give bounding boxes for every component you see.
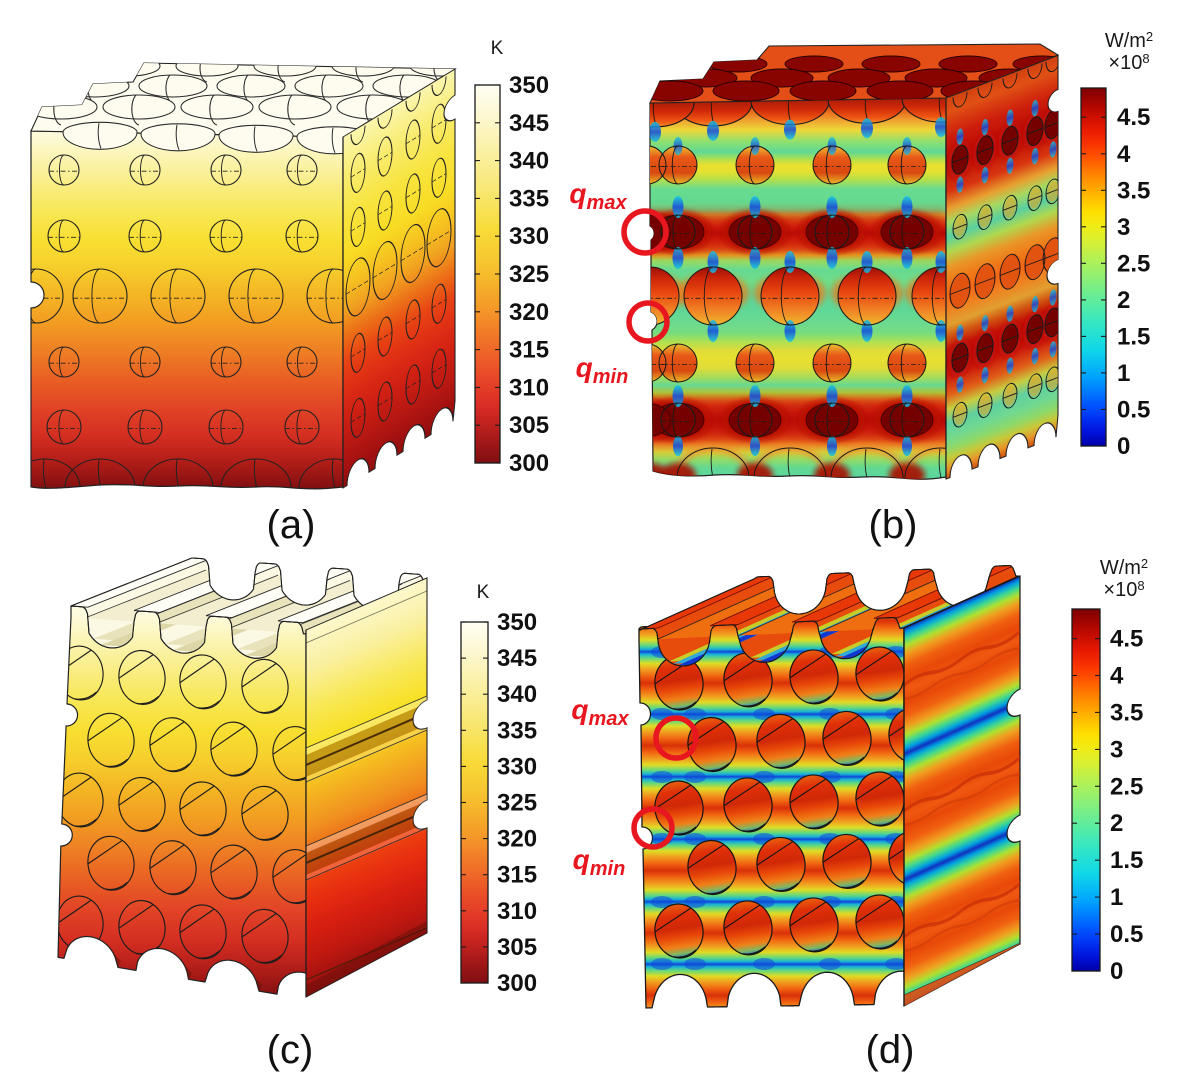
svg-text:1: 1 — [1117, 360, 1130, 387]
svg-text:300: 300 — [509, 450, 549, 477]
svg-text:310: 310 — [509, 374, 549, 401]
svg-text:315: 315 — [509, 337, 549, 364]
svg-text:320: 320 — [509, 299, 549, 326]
svg-text:×108: ×108 — [1108, 51, 1149, 74]
svg-text:(a): (a) — [267, 503, 316, 547]
svg-text:2: 2 — [1110, 810, 1123, 837]
svg-text:0.5: 0.5 — [1117, 397, 1150, 424]
svg-text:K: K — [477, 582, 490, 603]
svg-text:1.5: 1.5 — [1117, 323, 1150, 350]
svg-text:3.5: 3.5 — [1117, 177, 1150, 204]
svg-text:W/m2: W/m2 — [1100, 556, 1148, 579]
svg-text:305: 305 — [497, 934, 537, 961]
svg-text:2.5: 2.5 — [1117, 250, 1150, 277]
svg-text:K: K — [491, 38, 504, 59]
svg-text:qmax: qmax — [569, 178, 627, 214]
svg-text:(d): (d) — [866, 1028, 915, 1072]
svg-text:330: 330 — [509, 223, 549, 250]
svg-text:350: 350 — [497, 609, 537, 636]
svg-text:3.5: 3.5 — [1110, 699, 1143, 726]
svg-text:335: 335 — [509, 185, 549, 212]
svg-text:1: 1 — [1110, 884, 1123, 911]
svg-text:350: 350 — [509, 72, 549, 99]
svg-text:W/m2: W/m2 — [1105, 29, 1153, 52]
svg-text:320: 320 — [497, 826, 537, 853]
svg-text:325: 325 — [509, 261, 549, 288]
svg-text:315: 315 — [497, 862, 537, 889]
svg-text:3: 3 — [1117, 214, 1130, 241]
svg-text:(c): (c) — [267, 1028, 314, 1072]
svg-text:340: 340 — [497, 681, 537, 708]
svg-text:305: 305 — [509, 412, 549, 439]
svg-text:4: 4 — [1117, 141, 1131, 168]
svg-text:qmin: qmin — [576, 352, 629, 388]
svg-text:4.5: 4.5 — [1117, 104, 1150, 131]
svg-text:0: 0 — [1117, 433, 1130, 460]
svg-text:330: 330 — [497, 753, 537, 780]
svg-text:(b): (b) — [869, 503, 918, 547]
svg-text:345: 345 — [497, 645, 537, 672]
svg-text:×108: ×108 — [1103, 578, 1144, 601]
svg-text:1.5: 1.5 — [1110, 847, 1143, 874]
svg-text:310: 310 — [497, 898, 537, 925]
svg-text:4.5: 4.5 — [1110, 626, 1143, 653]
svg-text:qmax: qmax — [571, 694, 629, 730]
svg-text:335: 335 — [497, 717, 537, 744]
svg-text:4: 4 — [1110, 663, 1124, 690]
svg-text:2.5: 2.5 — [1110, 773, 1143, 800]
svg-text:2: 2 — [1117, 287, 1130, 314]
svg-text:0.5: 0.5 — [1110, 921, 1143, 948]
svg-text:300: 300 — [497, 970, 537, 997]
svg-text:345: 345 — [509, 110, 549, 137]
svg-text:0: 0 — [1110, 958, 1123, 985]
svg-text:3: 3 — [1110, 736, 1123, 763]
svg-text:qmin: qmin — [573, 844, 626, 880]
svg-text:340: 340 — [509, 148, 549, 175]
svg-text:325: 325 — [497, 790, 537, 817]
